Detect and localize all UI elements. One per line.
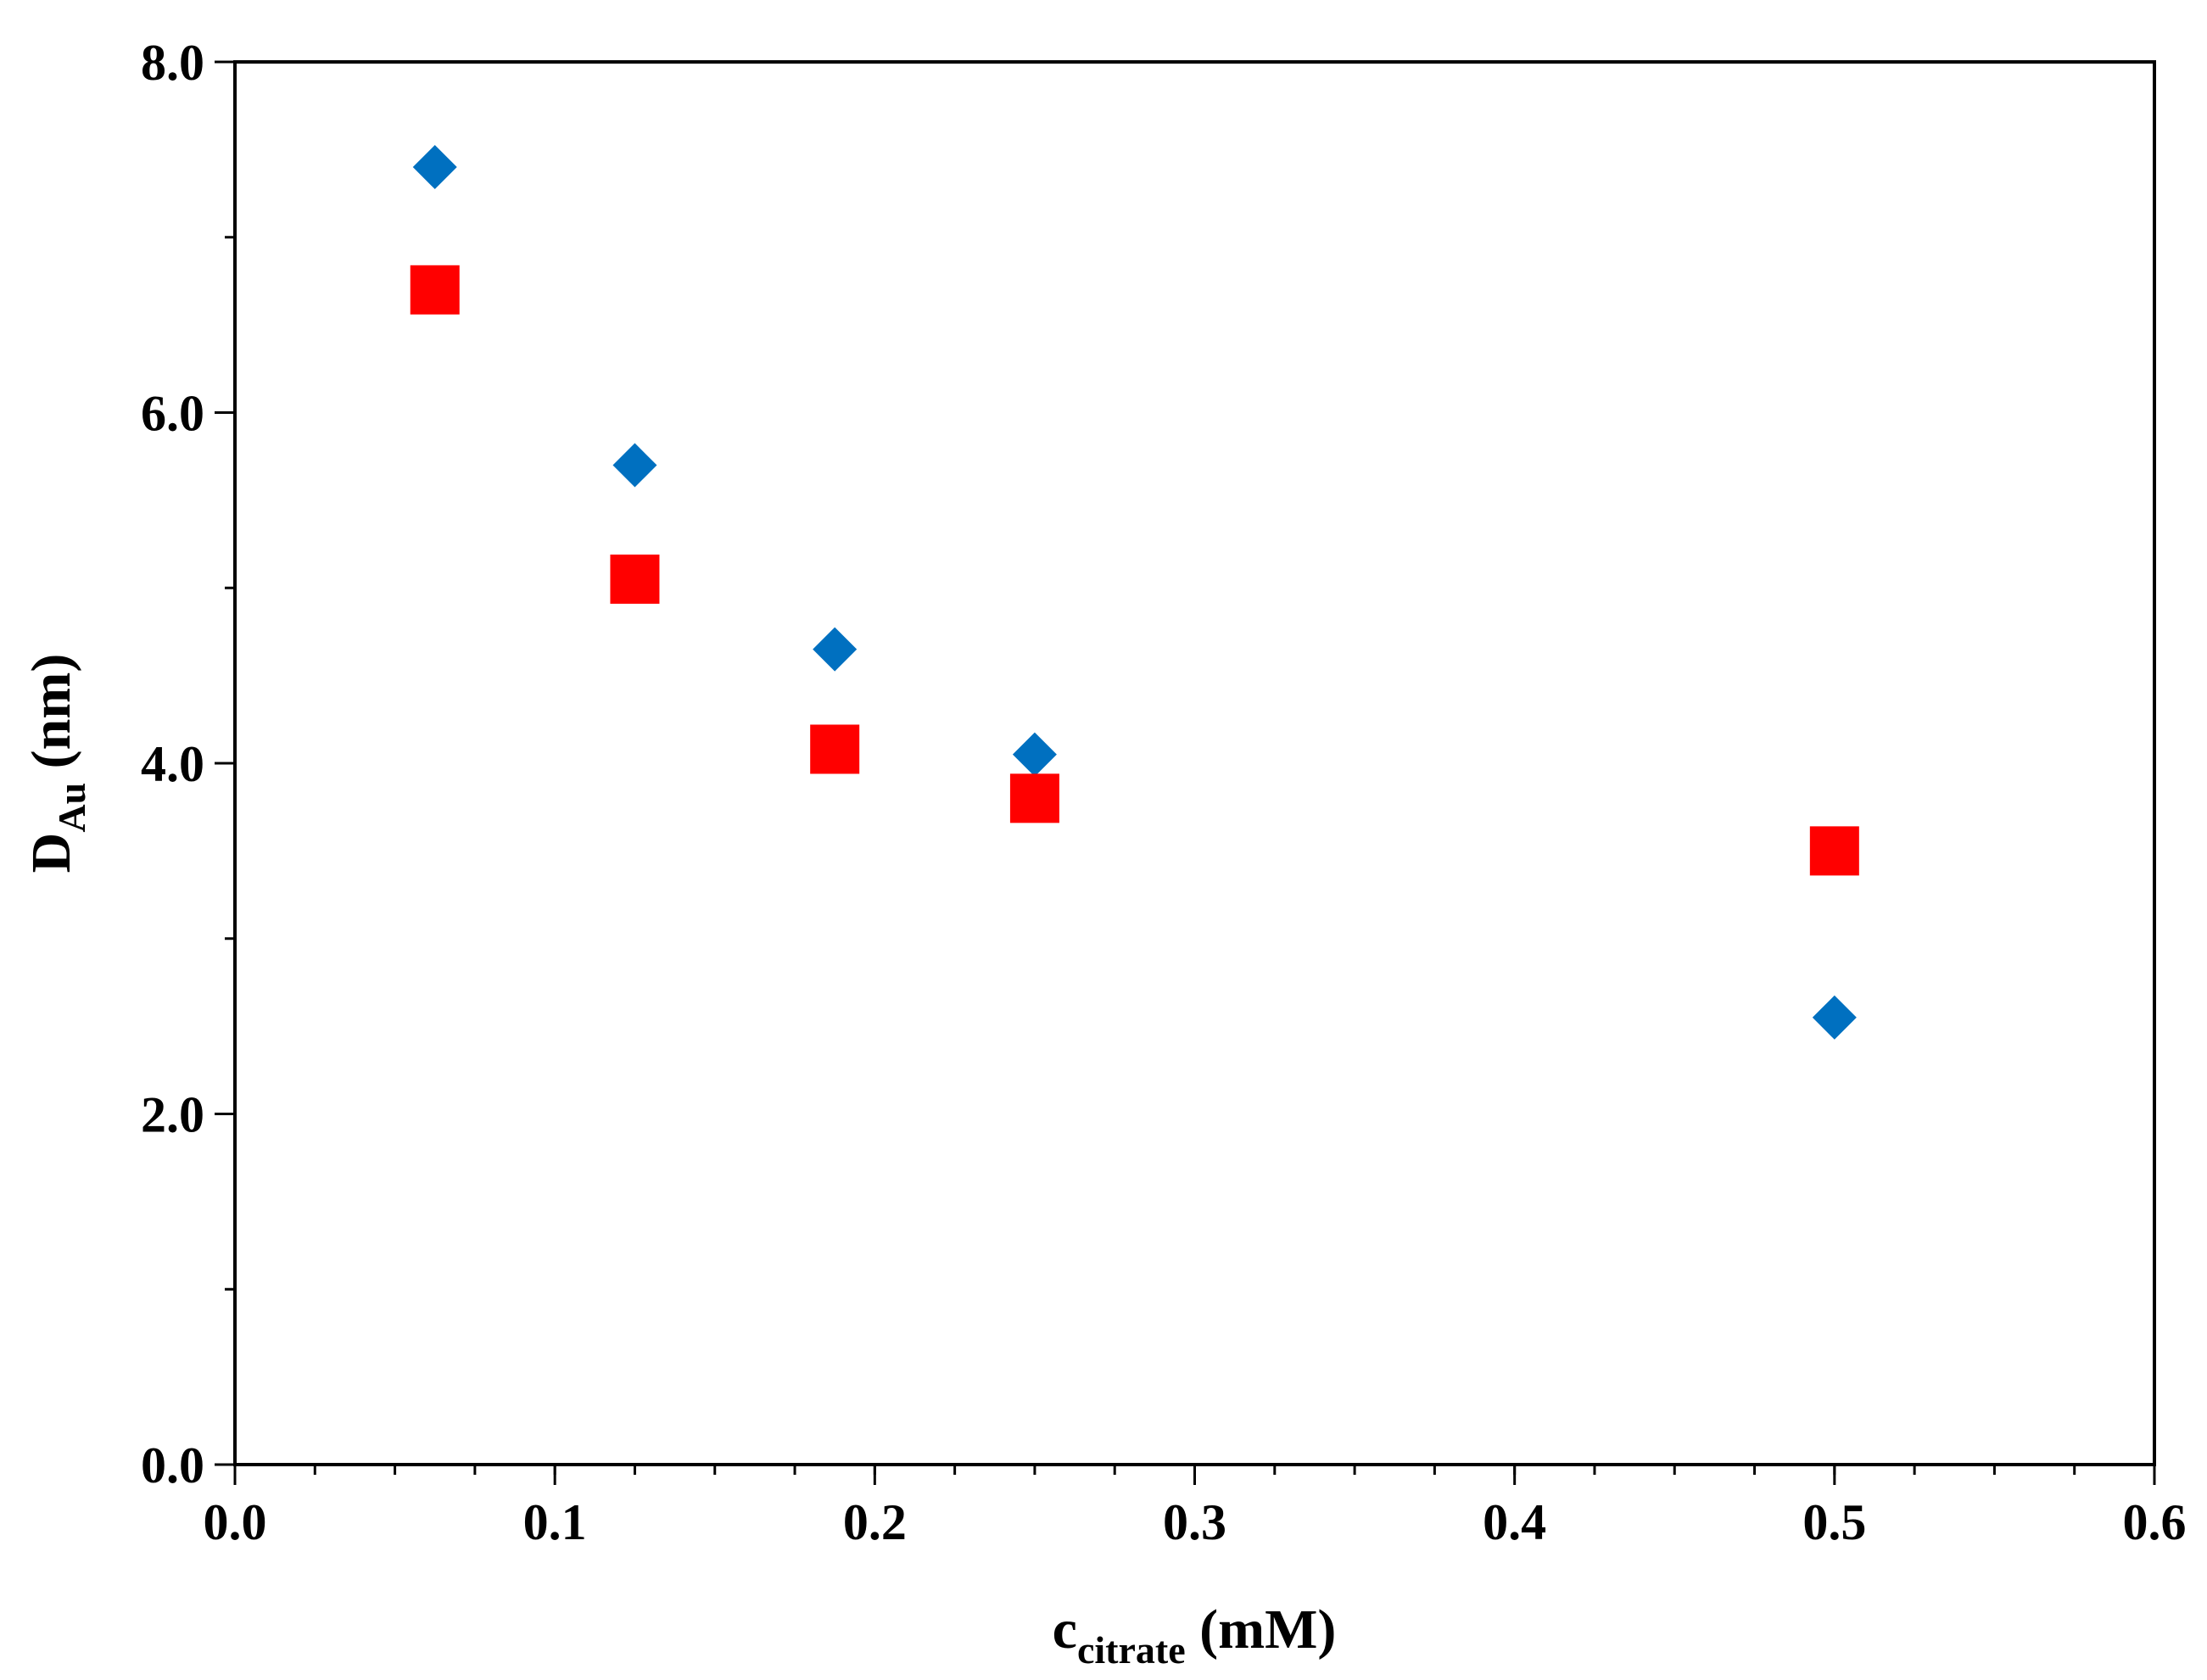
x-tick-labels: 0.0 0.1 0.2 0.3 0.4 0.5 0.6 — [204, 1494, 2187, 1550]
plot-area-frame — [233, 60, 2156, 1466]
y-tick-label: 4.0 — [141, 736, 204, 792]
series-diamond — [412, 145, 1857, 1040]
y-tick-label: 0.0 — [141, 1437, 204, 1493]
major-ticks — [215, 60, 2156, 1485]
diamond-marker — [612, 443, 657, 488]
y-axis-title-sub: Au — [50, 783, 93, 833]
diamond-marker — [1012, 732, 1057, 777]
y-axis-title-unit: (nm) — [20, 654, 82, 783]
diamond-marker — [1812, 995, 1857, 1040]
y-tick-labels: 0.0 2.0 4.0 6.0 8.0 — [141, 35, 204, 1493]
minor-ticks — [225, 60, 2156, 1475]
x-axis-title-sub: citrate — [1077, 1628, 1186, 1672]
x-tick-label: 0.6 — [2123, 1494, 2187, 1550]
x-tick-label: 0.4 — [1483, 1494, 1546, 1550]
x-tick-label: 0.1 — [523, 1494, 587, 1550]
y-axis-title: DAu (nm) — [20, 654, 93, 873]
x-axis-title-main: c — [1053, 1599, 1077, 1660]
y-axis-title-main: D — [20, 833, 82, 873]
square-marker — [810, 724, 860, 774]
square-marker — [1009, 773, 1059, 823]
square-marker — [410, 265, 460, 315]
diamond-marker — [412, 145, 457, 190]
y-tick-label: 6.0 — [141, 386, 204, 442]
y-tick-label: 8.0 — [141, 35, 204, 91]
x-tick-label: 0.2 — [843, 1494, 907, 1550]
diamond-marker — [813, 627, 858, 672]
y-tick-label: 2.0 — [141, 1087, 204, 1143]
x-axis-title-unit: (mM) — [1186, 1599, 1337, 1660]
x-tick-label: 0.3 — [1163, 1494, 1226, 1550]
data-markers — [410, 145, 1859, 1040]
series-square — [410, 265, 1859, 876]
x-tick-label: 0.5 — [1802, 1494, 1866, 1550]
x-axis-title: ccitrate (mM) — [1053, 1599, 1337, 1672]
x-tick-label: 0.0 — [204, 1494, 267, 1550]
square-marker — [1809, 826, 1859, 876]
square-marker — [610, 554, 660, 604]
